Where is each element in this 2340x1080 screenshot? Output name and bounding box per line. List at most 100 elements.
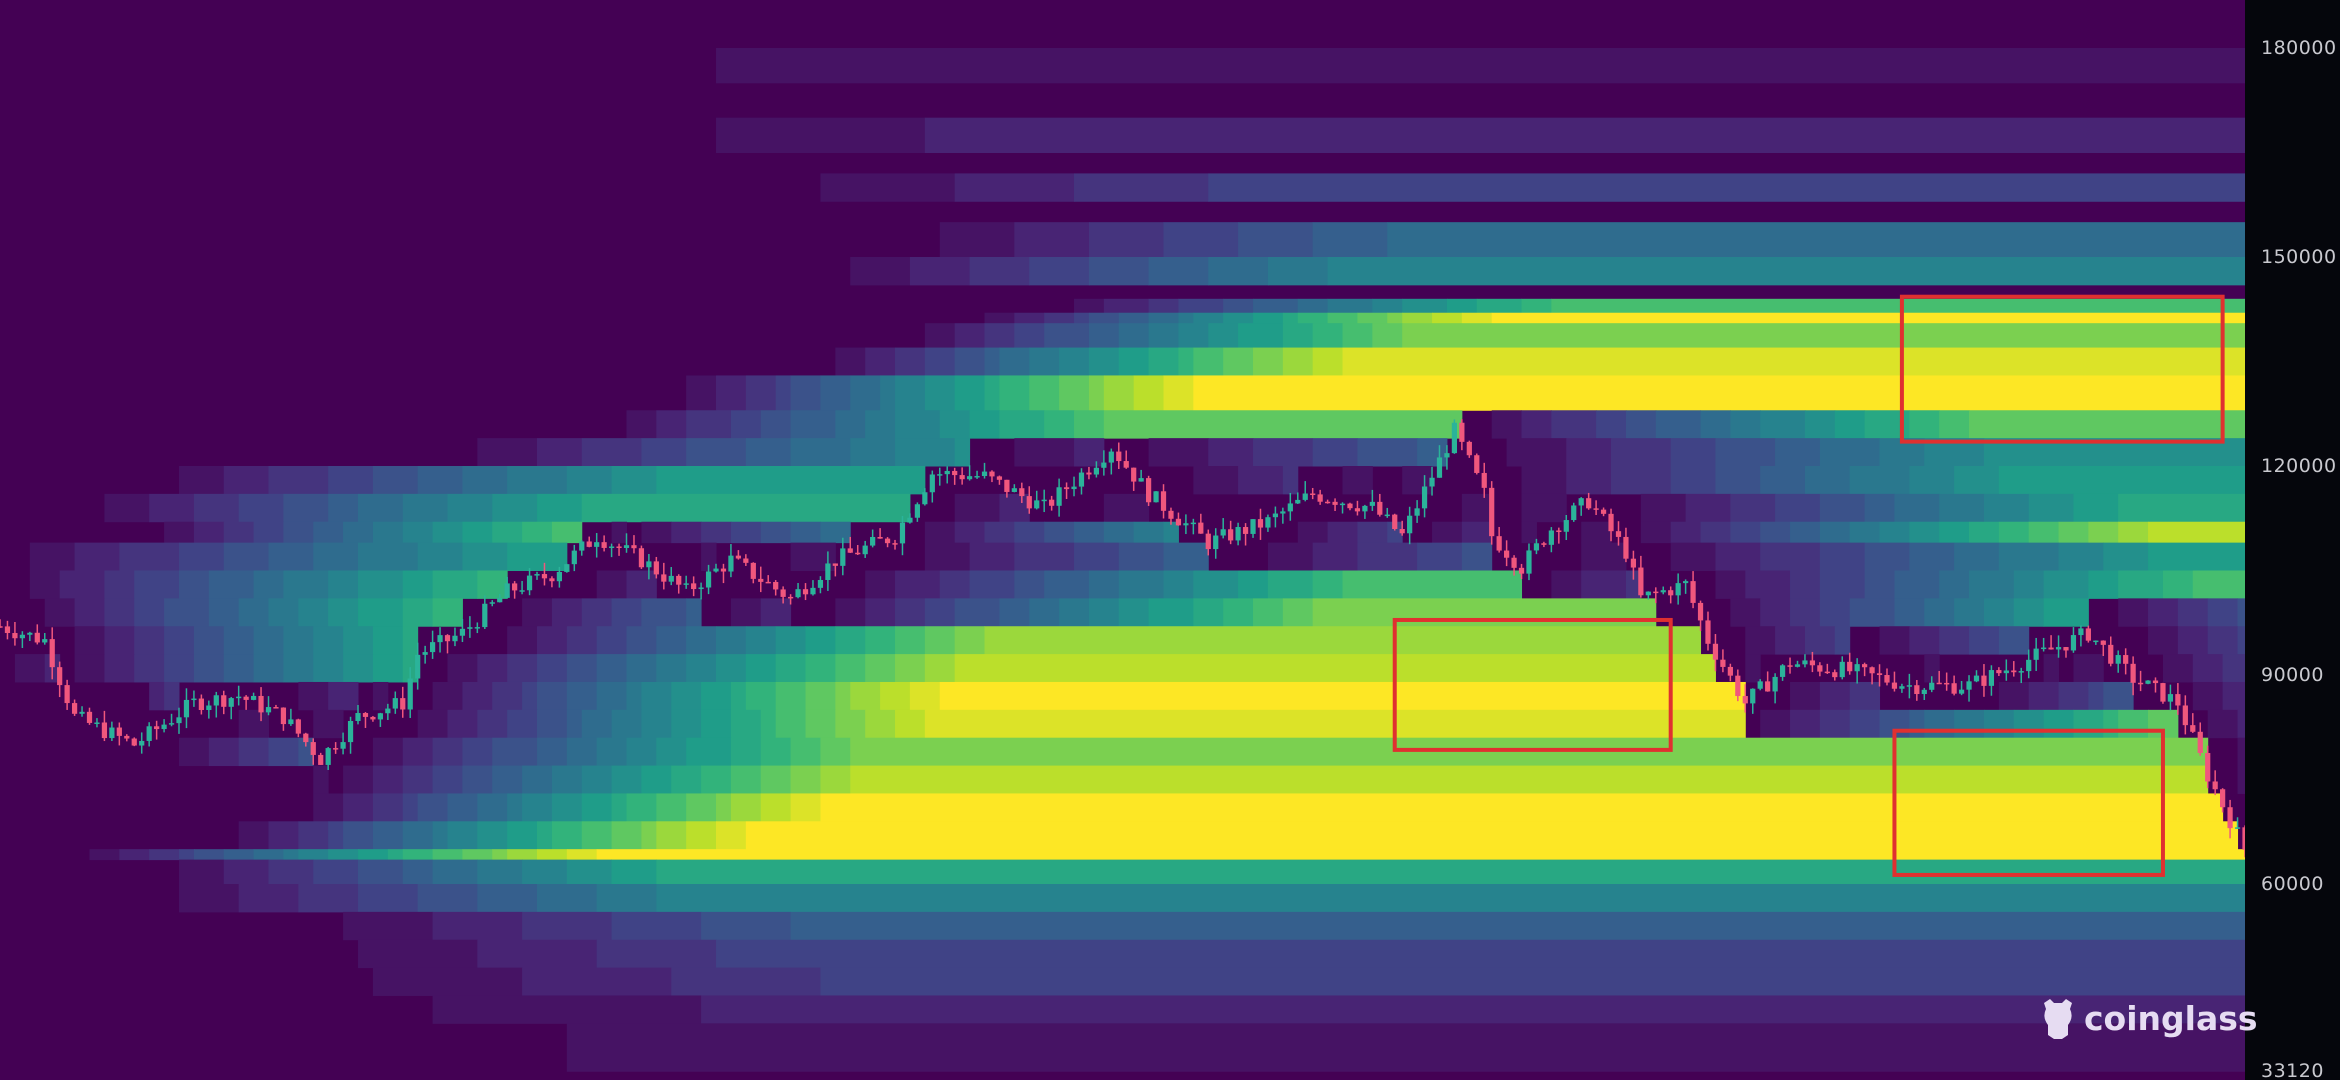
heatmap-cell	[581, 821, 613, 850]
candle	[1399, 520, 1405, 536]
heatmap-cell	[790, 438, 851, 467]
heatmap-cell	[223, 626, 255, 655]
heatmap-cell	[909, 257, 971, 286]
heatmap-cell	[313, 793, 344, 822]
heatmap-cell	[462, 542, 508, 571]
heatmap-cell	[2207, 598, 2239, 627]
candle	[2220, 788, 2226, 813]
heatmap-cell	[626, 570, 657, 599]
candle	[1429, 466, 1435, 496]
candle	[1533, 538, 1540, 555]
candle-body	[1481, 472, 1487, 488]
candle-body	[2055, 647, 2062, 650]
heatmap-cell	[1998, 626, 2030, 655]
heatmap-cell	[179, 859, 225, 885]
heatmap-cell	[1044, 521, 1075, 544]
heatmap-cell	[1044, 323, 1090, 349]
heatmap-cell	[74, 598, 105, 627]
heatmap-cell	[954, 654, 1716, 683]
heatmap-cell	[1954, 466, 2000, 495]
candle-body	[34, 632, 40, 643]
heatmap-cell	[1760, 410, 1806, 439]
heatmap-cell	[730, 410, 762, 439]
heatmap-cell	[134, 626, 165, 655]
heatmap-cell	[1133, 521, 1165, 544]
candle	[2130, 656, 2136, 696]
heatmap-cell	[1312, 438, 1358, 467]
heatmap-cell	[790, 793, 821, 822]
heatmap-cell	[298, 598, 329, 627]
heatmap-cell	[1118, 542, 1165, 571]
heatmap-cell	[2013, 570, 2045, 599]
candle-body	[444, 635, 451, 642]
candle	[2123, 648, 2129, 675]
candle	[691, 576, 697, 597]
heatmap-cell	[1879, 626, 1910, 655]
heatmap-cell	[566, 709, 583, 739]
candle	[265, 696, 272, 716]
heatmap-cell	[1909, 410, 1940, 439]
heatmap-cell	[1193, 347, 1224, 376]
candle-body	[1228, 529, 1234, 541]
heatmap-cell	[283, 654, 314, 683]
heatmap-cell	[954, 173, 1075, 202]
heatmap-cell	[924, 542, 971, 571]
heatmap-cell	[686, 737, 732, 767]
heatmap-cell	[447, 493, 493, 523]
candle	[452, 627, 458, 647]
candle	[1862, 662, 1868, 677]
candle-body	[549, 578, 555, 582]
heatmap-cell	[402, 793, 419, 822]
heatmap-cell	[1118, 347, 1150, 376]
heatmap-cell	[1819, 521, 1851, 544]
heatmap-cell	[939, 410, 971, 439]
candle-body	[1891, 682, 1898, 689]
heatmap-cell	[730, 681, 747, 711]
candle	[1250, 519, 1256, 538]
heatmap-cell	[760, 410, 792, 439]
candle-body	[2152, 680, 2159, 684]
heatmap-cell	[895, 598, 926, 627]
candle	[840, 537, 846, 576]
candle	[817, 576, 824, 594]
heatmap-cell	[164, 598, 210, 627]
heatmap-cell	[596, 681, 628, 711]
heatmap-cell	[1491, 410, 1523, 439]
candle	[198, 694, 204, 715]
candle-body	[862, 545, 868, 555]
heatmap-cell	[1760, 709, 1791, 739]
heatmap-cell	[939, 222, 1015, 258]
heatmap-cell	[1521, 493, 1567, 523]
candle	[1600, 507, 1607, 517]
candle-body	[705, 571, 712, 588]
candle	[489, 600, 495, 607]
heatmap-cell	[566, 1023, 2245, 1072]
heatmap-cell	[611, 859, 657, 885]
candle-body	[1250, 519, 1256, 534]
heatmap-cell	[581, 709, 613, 739]
candle	[1504, 540, 1510, 567]
candle	[1973, 670, 1980, 683]
candle-body	[541, 574, 548, 579]
heatmap-cell	[149, 493, 195, 523]
heatmap-cell	[447, 793, 478, 822]
candle-body	[638, 548, 645, 568]
heatmap-cell	[1238, 222, 1314, 258]
candle-body	[855, 552, 861, 555]
candle	[899, 515, 906, 556]
heatmap-cell	[581, 765, 613, 794]
heatmap-cell	[343, 821, 374, 850]
candle-body	[1384, 514, 1390, 517]
heatmap-cell	[1760, 542, 1821, 571]
highlight-box	[1892, 728, 2165, 877]
heatmap-cell	[895, 570, 941, 599]
candle	[1653, 587, 1659, 604]
heatmap-cell	[1402, 323, 2245, 349]
candle-body	[2048, 647, 2054, 650]
candle	[1436, 445, 1443, 478]
candle-body	[571, 550, 577, 565]
heatmap-cell	[29, 570, 61, 599]
candle	[1809, 651, 1816, 673]
candle-body	[1466, 441, 1472, 456]
heatmap-cell	[760, 737, 792, 767]
